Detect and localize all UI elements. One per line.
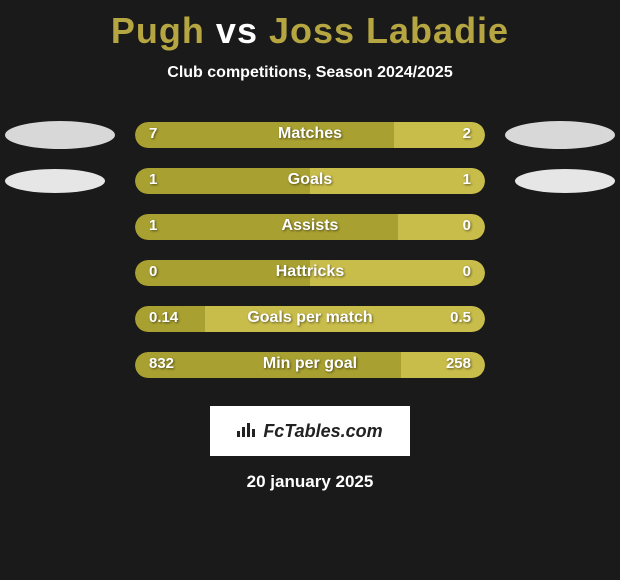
stat-bar-left xyxy=(135,168,310,194)
stat-bar-right xyxy=(310,168,485,194)
stat-bar: Goals per match0.140.5 xyxy=(135,306,485,332)
comparison-chart: Matches72 Goals11 Assists10 Hattricks00 Goal… xyxy=(0,112,620,388)
stat-bar-right xyxy=(401,352,485,378)
player-badge-placeholder xyxy=(5,121,115,149)
stat-row: Hattricks00 xyxy=(0,250,620,296)
stat-row: Matches72 xyxy=(0,112,620,158)
player2-name: Joss Labadie xyxy=(269,10,509,51)
stat-bar: Min per goal832258 xyxy=(135,352,485,378)
subtitle: Club competitions, Season 2024/2025 xyxy=(0,64,620,82)
stat-bar: Matches72 xyxy=(135,122,485,148)
vs-separator: vs xyxy=(216,10,258,51)
stat-bar: Hattricks00 xyxy=(135,260,485,286)
stat-bar-right xyxy=(394,122,485,148)
stat-bar: Assists10 xyxy=(135,214,485,240)
brand-text: FcTables.com xyxy=(263,421,382,442)
chart-bars-icon xyxy=(237,421,257,442)
stat-row: Assists10 xyxy=(0,204,620,250)
stat-bar-left xyxy=(135,352,401,378)
stat-bar-right xyxy=(310,260,485,286)
stat-bar-right xyxy=(398,214,486,240)
stat-bar-left xyxy=(135,122,394,148)
player-badge-placeholder xyxy=(505,121,615,149)
stat-bar-left xyxy=(135,260,310,286)
stat-row: Goals per match0.140.5 xyxy=(0,296,620,342)
stat-bar-left xyxy=(135,214,398,240)
player-badge-placeholder xyxy=(515,169,615,193)
player1-name: Pugh xyxy=(111,10,205,51)
stat-bar-left xyxy=(135,306,205,332)
date-text: 20 january 2025 xyxy=(0,472,620,492)
stat-bar-right xyxy=(205,306,485,332)
stat-bar: Goals11 xyxy=(135,168,485,194)
brand-box[interactable]: FcTables.com xyxy=(210,406,410,456)
page-title: Pugh vs Joss Labadie xyxy=(0,0,620,52)
stat-row: Goals11 xyxy=(0,158,620,204)
player-badge-placeholder xyxy=(5,169,105,193)
stat-row: Min per goal832258 xyxy=(0,342,620,388)
